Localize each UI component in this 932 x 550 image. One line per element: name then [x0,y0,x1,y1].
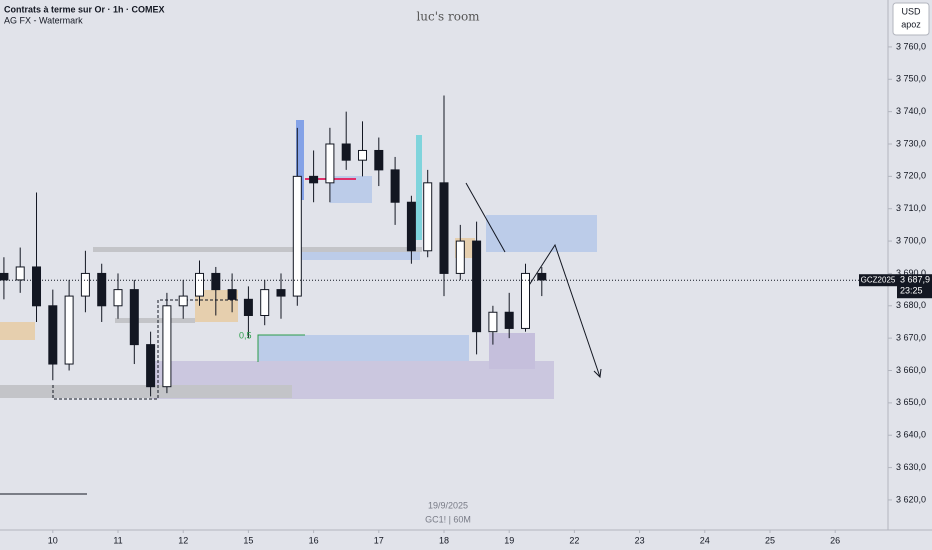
fib-line [257,334,305,362]
x-tick-label: 18 [439,535,449,545]
candle-body [64,295,74,365]
candle-body [0,272,9,281]
x-tick-label: 24 [700,535,710,545]
symbol-tag [859,274,897,287]
candle-body [488,311,498,333]
candle-body [406,201,416,252]
zone [486,215,597,252]
zones [0,120,602,495]
x-tick-label: 22 [569,535,579,545]
y-tick-label: 3 620,0 [896,494,926,504]
candles [0,95,547,397]
symbol: GCZ2025 [861,275,896,284]
zone [489,333,535,369]
zone [258,335,469,361]
candle-body [97,272,107,307]
chart-subtitle: AG FX - Watermark [4,15,83,25]
x-tick-label: 19 [504,535,514,545]
y-tick-label: 3 720,0 [896,171,926,181]
x-tick-label: 15 [243,535,253,545]
y-tick-label: 3 690,0 [896,268,926,278]
footer: GC1! | 60M [425,514,471,524]
candle-body [146,344,156,388]
price-tag [897,274,932,299]
y-tick-label: 3 630,0 [896,462,926,472]
y-tick-label: 3 680,0 [896,300,926,310]
arrow [465,182,506,253]
y-tick-label: 3 650,0 [896,397,926,407]
y-tick-label: 3 640,0 [896,430,926,440]
candle-body [129,289,139,346]
y-tick-label: 3 660,0 [896,365,926,375]
candle-body [15,266,25,281]
x-tick-label: 10 [48,535,58,545]
candle-body [276,289,286,297]
candle-body [260,289,270,316]
zone [0,385,292,398]
y-tick-label: 3 730,0 [896,138,926,148]
zone [330,176,372,203]
arrow [525,243,601,378]
candle-body [455,240,465,274]
candle-body [325,143,335,184]
currency-note: apoz [901,19,921,29]
candle-body [162,305,172,388]
candle-body [341,143,351,161]
y-tick-label: 3 740,0 [896,106,926,116]
candle-body [243,298,253,316]
countdown: 23:25 [900,286,923,296]
candle-body [211,272,221,291]
y-tick-label: 3 700,0 [896,235,926,245]
candle-body [374,149,384,171]
candle-body [423,182,433,252]
chart-title: Contrats à terme sur Or · 1h · COMEX [4,4,165,14]
candle-body [358,149,368,161]
y-tick-label: 3 750,0 [896,74,926,84]
candle-body [32,266,42,307]
y-tick-label: 3 760,0 [896,41,926,51]
candle-body [48,305,58,365]
candle-body [537,272,547,281]
last-price: 3 687,9 [900,275,930,285]
candle-body [113,289,123,307]
zone [93,247,422,252]
fib-label: 0,5 [239,330,252,340]
watermark: luc's room [416,10,480,24]
x-tick-label: 26 [830,535,840,545]
candle-body [472,240,482,333]
x-tick-label: 12 [178,535,188,545]
candle-body [80,272,90,297]
candle-body [227,289,237,300]
zone [115,318,195,323]
x-tick-label: 17 [374,535,384,545]
candle-body [195,272,205,297]
y-tick-label: 3 710,0 [896,203,926,213]
candle-body [390,169,400,203]
candle-body [520,272,530,329]
volume-profile [296,120,304,200]
candle-body [504,311,514,329]
zone [0,322,35,340]
date-label: 19/9/2025 [428,500,468,510]
x-tick-label: 11 [113,535,122,545]
zone [416,135,422,240]
x-tick-label: 23 [635,535,645,545]
candle-body [439,182,449,274]
arrow-head [593,368,602,379]
currency: USD [901,6,921,16]
x-tick-label: 25 [765,535,775,545]
y-tick-label: 3 670,0 [896,333,926,343]
candle-body [178,295,188,307]
currency-box[interactable] [892,2,930,36]
candle-body [292,175,302,297]
x-tick-label: 16 [309,535,319,545]
candle-body [309,175,319,184]
